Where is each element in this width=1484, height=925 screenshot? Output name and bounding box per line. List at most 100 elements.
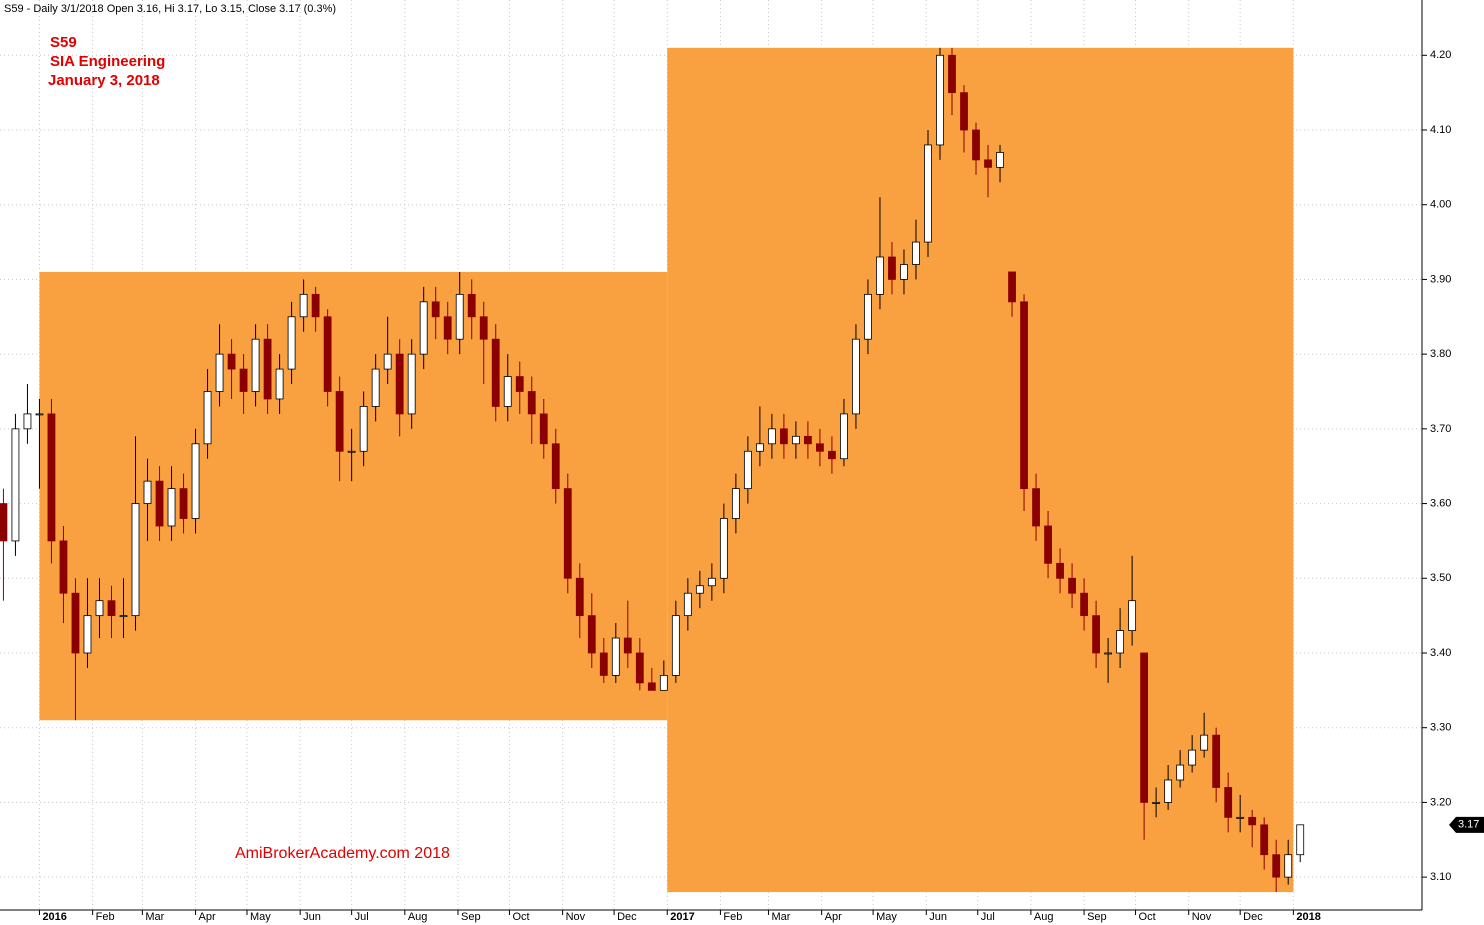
candle-body: [563, 488, 572, 579]
candle-body: [767, 428, 776, 445]
candle-body: [203, 391, 212, 445]
candle-body: [864, 293, 872, 340]
candle-body: [467, 293, 476, 318]
candle-body: [35, 413, 44, 416]
x-tick-label: May: [876, 911, 897, 923]
candle-body: [671, 615, 680, 676]
x-tick-label: Sep: [461, 911, 481, 923]
candle-body: [59, 540, 68, 594]
candle-body: [551, 443, 560, 490]
candle-body: [924, 144, 932, 243]
x-tick-label: Feb: [723, 911, 742, 923]
x-tick-label: 2016: [42, 911, 66, 923]
candle-body: [275, 368, 284, 400]
candle-body: [731, 488, 740, 519]
candle-body: [1272, 854, 1281, 878]
candle-body: [191, 443, 200, 519]
y-tick-label: 3.90: [1430, 273, 1451, 285]
candle-body: [1008, 271, 1016, 303]
last-value-tag: [1449, 816, 1484, 833]
y-tick-label: 4.10: [1430, 124, 1451, 136]
x-tick-label: 2017: [670, 911, 694, 923]
candle-body: [683, 592, 692, 617]
x-tick-label: Jul: [355, 911, 369, 923]
candle-body: [1116, 630, 1125, 654]
x-tick-label: Dec: [1243, 911, 1263, 923]
candle-body: [1044, 525, 1052, 564]
candle-body: [611, 637, 620, 676]
candle-body: [179, 488, 188, 519]
candle-body: [491, 338, 500, 407]
x-tick-label: Apr: [199, 911, 216, 923]
candle-body: [311, 293, 320, 318]
candle-body: [647, 682, 656, 691]
y-tick-label: 4.20: [1430, 49, 1451, 61]
candle-body: [1056, 562, 1064, 579]
y-tick-label: 3.50: [1430, 572, 1451, 584]
candle-body: [287, 316, 296, 370]
candle-body: [503, 376, 512, 407]
candle-body: [443, 316, 452, 340]
candle-body: [23, 413, 32, 430]
x-tick-label: Apr: [825, 911, 842, 923]
x-tick-label: Oct: [512, 911, 529, 923]
candle-body: [539, 413, 548, 445]
x-tick-label: Dec: [617, 911, 637, 923]
watermark: AmiBrokerAcademy.com 2018: [235, 845, 450, 862]
candle-body: [575, 577, 584, 617]
candle-body: [719, 518, 728, 579]
candle-body: [587, 615, 596, 654]
candle-body: [515, 376, 524, 392]
y-tick-label: 3.70: [1430, 423, 1451, 435]
candle-body: [1224, 787, 1233, 818]
candle-body: [1152, 802, 1161, 804]
candle-body: [1164, 779, 1173, 803]
y-tick-label: 4.00: [1430, 199, 1451, 211]
candle-body: [1284, 854, 1293, 878]
range-box: [39, 271, 668, 721]
candle-body: [455, 293, 464, 340]
chart-header: S59 - Daily 3/1/2018 Open 3.16, Hi 3.17,…: [4, 3, 336, 15]
candle-body: [395, 353, 404, 415]
candle-body: [635, 652, 644, 684]
candle-body: [1140, 652, 1149, 803]
candle-body: [47, 413, 56, 542]
candle-body: [876, 256, 884, 295]
candle-body: [1176, 764, 1185, 781]
last-value-label: 3.17: [1458, 819, 1479, 831]
candle-body: [119, 615, 128, 618]
candle-body: [239, 368, 248, 392]
y-tick-label: 3.20: [1430, 796, 1451, 808]
chart-subtitle: SIA Engineering: [50, 53, 165, 70]
candle-body: [1128, 600, 1137, 631]
candle-body: [1020, 301, 1028, 490]
candle-body: [131, 503, 140, 617]
candle-body: [0, 503, 8, 542]
candle-body: [828, 450, 836, 460]
candle-body: [888, 256, 896, 280]
candle-body: [347, 450, 356, 453]
candle-body: [107, 600, 116, 617]
candle-body: [1212, 734, 1221, 788]
candle-body: [215, 353, 224, 392]
candle-body: [960, 92, 968, 131]
candle-body: [780, 428, 788, 445]
candle-body: [707, 577, 716, 587]
x-tick-label: May: [250, 911, 271, 923]
candle-body: [71, 592, 80, 654]
candle-body: [1248, 816, 1257, 826]
candle-body: [83, 615, 92, 654]
candle-body: [359, 406, 368, 452]
y-tick-label: 3.80: [1430, 348, 1451, 360]
x-tick-label: Jun: [303, 911, 321, 923]
y-tick-label: 3.60: [1430, 497, 1451, 509]
candle-body: [143, 480, 152, 504]
candle-body: [900, 264, 908, 280]
candle-body: [1092, 615, 1100, 654]
candle-body: [407, 353, 416, 415]
candle-body: [1188, 749, 1197, 766]
candle-body: [263, 338, 272, 400]
y-tick-label: 3.40: [1430, 647, 1451, 659]
